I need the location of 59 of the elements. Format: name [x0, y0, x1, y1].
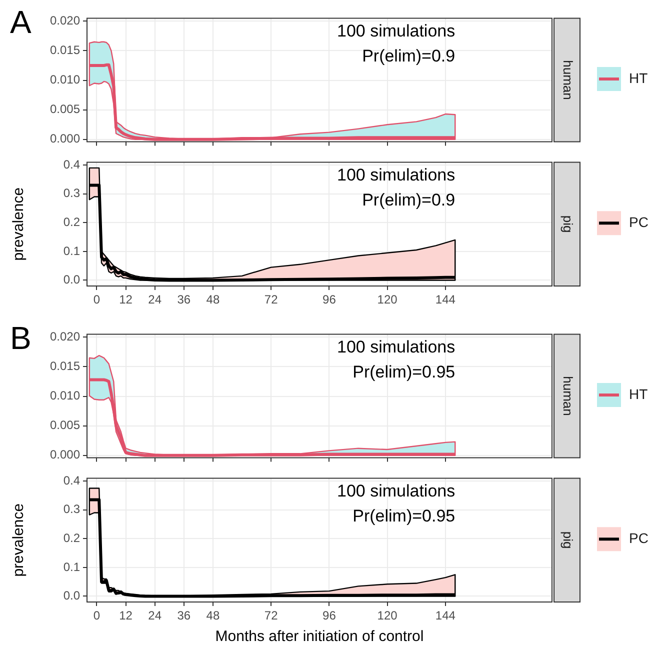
x-tick-label: 36 [177, 608, 191, 623]
y-tick-label: 0.000 [50, 448, 80, 462]
y-tick-label: 0.015 [50, 359, 80, 374]
y-tick-label: 0.1 [63, 560, 80, 574]
annotation: Pr(elim)=0.95 [352, 506, 456, 526]
annotation: Pr(elim)=0.9 [362, 46, 456, 66]
y-axis-title: prevalence [10, 187, 28, 261]
y-tick-label: 0.005 [50, 102, 80, 116]
x-tick-label: 24 [148, 292, 162, 307]
legend-label: HT [629, 70, 648, 86]
y-tick-label: 0.0 [63, 588, 80, 603]
y-tick-label: 0.015 [50, 43, 80, 58]
annotation: 100 simulations [337, 165, 456, 184]
y-tick-label: 0.0 [63, 272, 80, 287]
x-tick-label: 96 [322, 292, 336, 307]
y-axis-title: prevalence [10, 503, 28, 577]
annotation: Pr(elim)=0.95 [352, 362, 456, 382]
y-tick-label: 0.020 [50, 329, 80, 344]
legend-label: PC [629, 214, 648, 230]
x-tick-label: 144 [435, 292, 456, 307]
y-tick-label: 0.010 [50, 72, 80, 87]
y-tick-label: 0.1 [63, 244, 80, 258]
y-tick-label: 0.4 [63, 157, 80, 172]
y-tick-label: 0.3 [63, 186, 80, 200]
y-tick-label: 0.010 [50, 388, 80, 403]
x-tick-label: 96 [322, 608, 336, 623]
chart-title: A [10, 4, 32, 40]
y-tick-label: 0.4 [63, 473, 80, 488]
x-tick-label: 36 [177, 292, 191, 307]
x-tick-label: 120 [377, 292, 398, 307]
y-tick-label: 0.2 [63, 214, 80, 229]
x-axis-title: Months after initiation of control [215, 628, 424, 646]
y-tick-label: 0.005 [50, 418, 80, 432]
y2-axis-title: pig [560, 531, 576, 549]
x-tick-label: 72 [264, 608, 278, 623]
legend-label: PC [629, 530, 648, 546]
y-tick-label: 0.2 [63, 530, 80, 545]
x-tick-label: 12 [119, 292, 133, 307]
x-tick-label: 48 [206, 292, 220, 307]
y2-axis-title: human [560, 60, 576, 100]
x-tick-label: 24 [148, 608, 162, 623]
annotation: 100 simulations [337, 337, 456, 356]
annotation: Pr(elim)=0.9 [362, 190, 456, 210]
y2-axis-title: human [560, 376, 576, 416]
x-tick-label: 0 [93, 292, 100, 307]
y-tick-label: 0.3 [63, 502, 80, 516]
y2-axis-title: pig [560, 215, 576, 233]
annotation: 100 simulations [337, 481, 456, 500]
x-tick-label: 120 [377, 608, 398, 623]
x-tick-label: 144 [435, 608, 456, 623]
x-tick-label: 72 [264, 292, 278, 307]
y-tick-label: 0.020 [50, 13, 80, 28]
x-tick-label: 0 [93, 608, 100, 623]
annotation: 100 simulations [337, 21, 456, 40]
x-tick-label: 48 [206, 608, 220, 623]
legend-label: HT [629, 386, 648, 402]
x-tick-label: 12 [119, 608, 133, 623]
y-tick-label: 0.000 [50, 132, 80, 146]
chart-title: B [10, 320, 32, 356]
